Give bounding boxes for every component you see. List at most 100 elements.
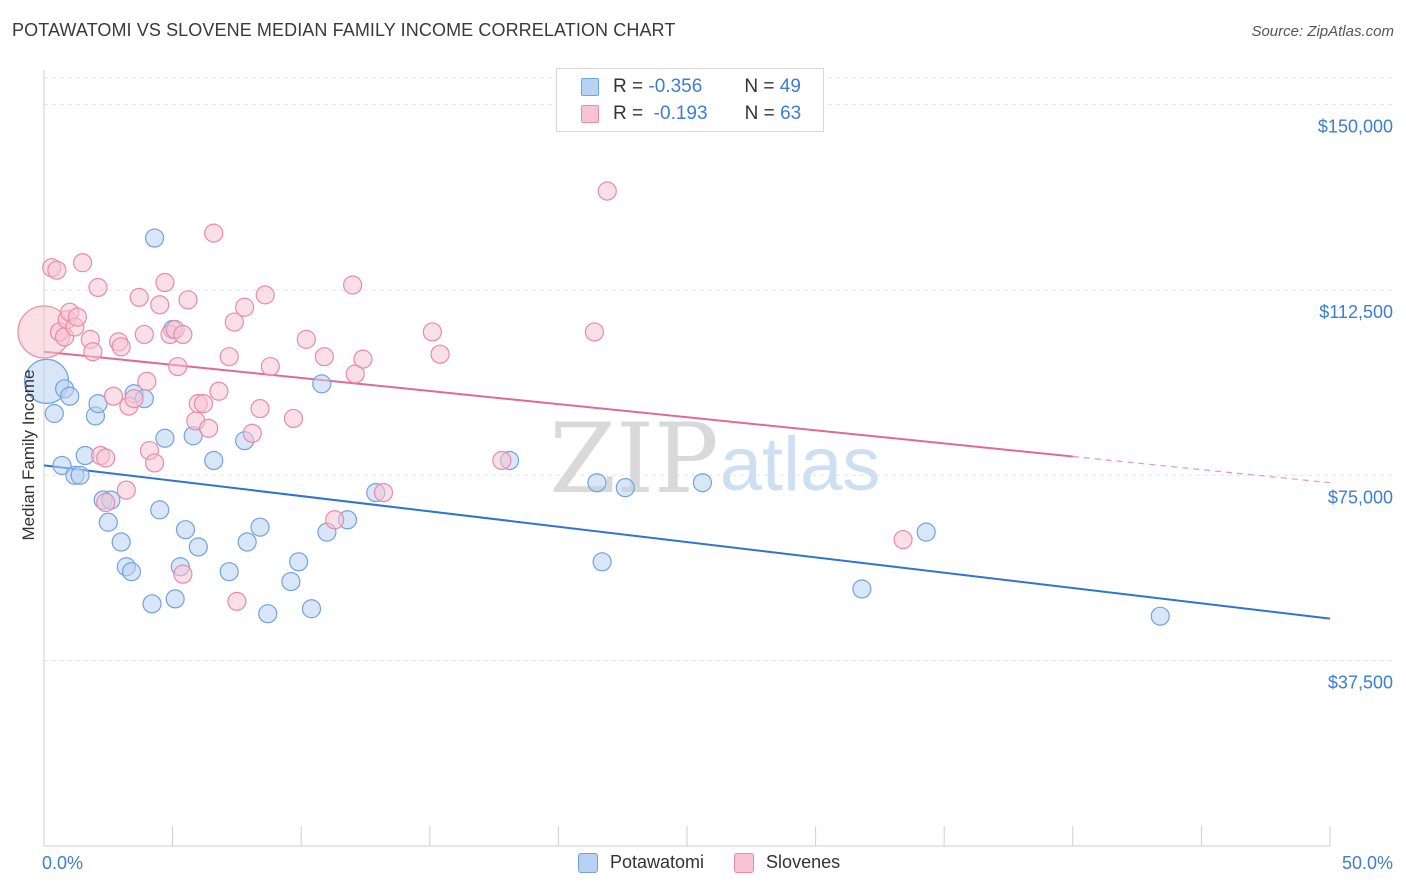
series-legend: Potawatomi Slovenes — [578, 852, 870, 873]
legend-r-value: -0.193 — [653, 103, 708, 124]
data-point-slovenes[interactable] — [209, 381, 229, 401]
data-point-slovenes[interactable] — [111, 337, 131, 357]
legend-swatch-blue — [581, 78, 599, 96]
data-point-potawatomi[interactable] — [237, 532, 257, 552]
data-point-potawatomi[interactable] — [88, 394, 108, 414]
legend-n-label: N = — [744, 76, 775, 97]
legend-item-slovenes[interactable]: Slovenes — [734, 852, 840, 873]
data-point-potawatomi[interactable] — [281, 571, 301, 592]
data-point-slovenes[interactable] — [242, 423, 262, 443]
legend-label-slovenes: Slovenes — [766, 852, 841, 872]
data-point-potawatomi[interactable] — [98, 512, 118, 532]
data-point-slovenes[interactable] — [224, 312, 244, 332]
data-point-potawatomi[interactable] — [692, 473, 713, 493]
legend-n-label: N = — [744, 103, 775, 124]
y-axis-label: Median Family Income — [19, 369, 38, 540]
data-point-potawatomi[interactable] — [615, 478, 635, 498]
data-point-potawatomi[interactable] — [144, 228, 165, 248]
data-point-slovenes[interactable] — [373, 482, 394, 503]
data-point-slovenes[interactable] — [250, 398, 270, 419]
data-point-slovenes[interactable] — [83, 342, 103, 362]
correlation-legend: R = -0.356 N = 49 R = -0.193 N = 63 — [556, 68, 824, 132]
data-point-slovenes[interactable] — [204, 223, 224, 243]
data-point-potawatomi[interactable] — [592, 552, 612, 572]
data-point-slovenes[interactable] — [129, 287, 149, 307]
watermark-atlas: atlas — [720, 422, 881, 507]
data-point-slovenes[interactable] — [173, 324, 193, 345]
data-point-slovenes[interactable] — [137, 371, 157, 391]
data-point-slovenes[interactable] — [47, 260, 67, 280]
data-point-slovenes[interactable] — [219, 347, 239, 367]
data-point-slovenes[interactable] — [584, 322, 605, 342]
data-point-slovenes[interactable] — [314, 347, 334, 367]
data-point-slovenes[interactable] — [150, 295, 170, 315]
data-point-potawatomi[interactable] — [219, 562, 239, 582]
data-point-potawatomi[interactable] — [258, 604, 278, 624]
data-point-potawatomi[interactable] — [852, 579, 872, 599]
data-point-potawatomi[interactable] — [70, 465, 90, 485]
legend-n-value: 49 — [779, 76, 801, 97]
data-point-slovenes[interactable] — [193, 394, 214, 414]
data-point-slovenes[interactable] — [178, 290, 198, 310]
data-point-potawatomi[interactable] — [587, 473, 607, 493]
data-point-slovenes[interactable] — [67, 307, 88, 327]
data-point-slovenes[interactable] — [227, 591, 247, 611]
data-point-potawatomi[interactable] — [121, 562, 142, 582]
data-point-slovenes[interactable] — [168, 356, 188, 377]
watermark-zip: ZIP — [549, 403, 718, 515]
data-point-slovenes[interactable] — [597, 181, 617, 201]
data-point-potawatomi[interactable] — [289, 552, 309, 572]
data-point-potawatomi[interactable] — [165, 589, 185, 609]
y-tick-label: $75,000 — [1328, 487, 1393, 507]
data-point-slovenes[interactable] — [134, 324, 154, 345]
data-point-slovenes[interactable] — [325, 510, 345, 530]
data-point-potawatomi[interactable] — [204, 450, 224, 471]
legend-swatch-pink — [581, 105, 599, 123]
data-point-slovenes[interactable] — [353, 349, 373, 369]
data-point-potawatomi[interactable] — [155, 428, 175, 448]
data-point-slovenes[interactable] — [430, 344, 450, 364]
data-point-potawatomi[interactable] — [250, 517, 270, 537]
data-point-slovenes[interactable] — [283, 408, 304, 429]
legend-item-potawatomi[interactable]: Potawatomi — [578, 852, 704, 873]
data-point-slovenes[interactable] — [72, 253, 93, 273]
data-point-potawatomi[interactable] — [150, 500, 170, 520]
data-point-slovenes[interactable] — [103, 386, 124, 406]
data-point-slovenes[interactable] — [144, 453, 165, 473]
data-point-slovenes[interactable] — [345, 364, 365, 384]
data-point-slovenes[interactable] — [492, 450, 512, 471]
data-point-potawatomi[interactable] — [312, 374, 332, 394]
data-point-slovenes[interactable] — [173, 564, 193, 584]
data-point-potawatomi[interactable] — [111, 532, 131, 552]
axes — [43, 70, 1331, 847]
data-point-slovenes[interactable] — [422, 322, 442, 342]
data-point-slovenes[interactable] — [96, 448, 116, 468]
legend-swatch-pink — [734, 852, 755, 873]
data-point-slovenes[interactable] — [343, 275, 363, 295]
data-point-potawatomi[interactable] — [52, 455, 72, 476]
data-point-potawatomi[interactable] — [142, 594, 162, 614]
data-point-potawatomi[interactable] — [188, 537, 208, 557]
data-point-slovenes[interactable] — [255, 285, 275, 305]
data-point-potawatomi[interactable] — [916, 522, 936, 542]
data-point-slovenes[interactable] — [235, 297, 255, 317]
data-point-slovenes[interactable] — [96, 492, 116, 513]
chart-title: POTAWATOMI VS SLOVENE MEDIAN FAMILY INCO… — [12, 20, 676, 40]
data-point-slovenes[interactable] — [88, 277, 108, 298]
data-point-slovenes[interactable] — [893, 529, 913, 550]
data-point-potawatomi[interactable] — [301, 599, 322, 619]
chart-source: Source: ZipAtlas.com — [1251, 23, 1394, 40]
data-point-potawatomi[interactable] — [1150, 606, 1170, 626]
data-points[interactable] — [17, 181, 1170, 626]
data-point-potawatomi[interactable] — [60, 386, 80, 406]
data-point-slovenes[interactable] — [155, 272, 175, 293]
data-point-slovenes[interactable] — [199, 418, 219, 438]
legend-swatch-blue — [578, 852, 598, 873]
data-point-slovenes[interactable] — [260, 356, 280, 377]
data-point-slovenes[interactable] — [124, 389, 144, 409]
data-point-potawatomi[interactable] — [44, 403, 64, 424]
trend-line-potawatomi — [43, 464, 1331, 620]
data-point-slovenes[interactable] — [296, 329, 316, 349]
data-point-potawatomi[interactable] — [175, 520, 196, 540]
data-point-slovenes[interactable] — [116, 480, 136, 500]
